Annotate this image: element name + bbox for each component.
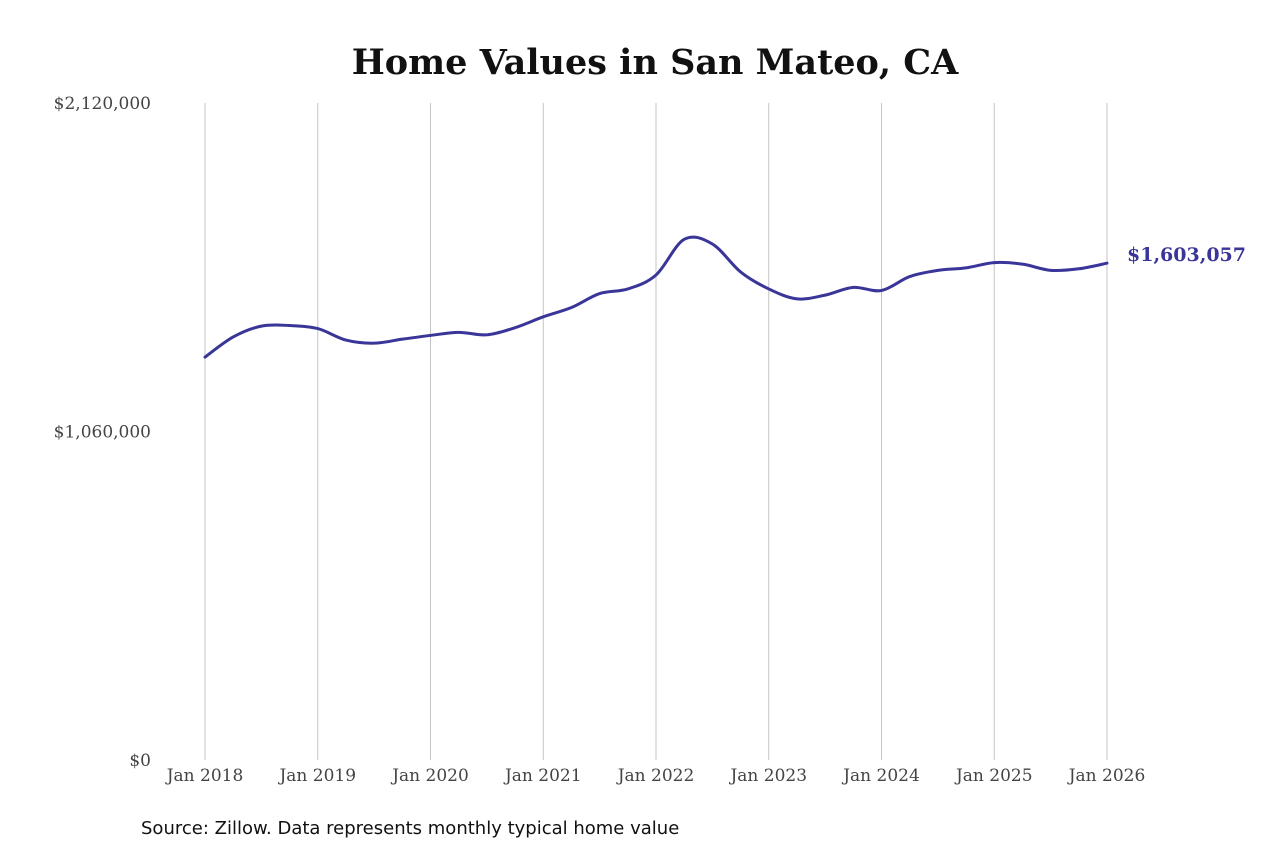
grid-layer xyxy=(204,103,1108,760)
x-axis-ticks: Jan 2018 Jan 2019 Jan 2020 Jan 2021 Jan 2022… xyxy=(165,766,1146,786)
y-tick-label-2: $2,120,000 xyxy=(54,94,151,114)
series-layer xyxy=(203,235,1109,359)
chart-title: Home Values in San Mateo, CA xyxy=(352,42,959,83)
x-tick-label-6: Jan 2024 xyxy=(841,766,920,786)
x-tick-label-4: Jan 2022 xyxy=(616,766,695,786)
x-tick-label-2: Jan 2020 xyxy=(390,766,469,786)
series-line-0 xyxy=(203,235,1109,359)
x-tick-label-7: Jan 2025 xyxy=(954,766,1033,786)
x-tick-label-1: Jan 2019 xyxy=(277,766,356,786)
x-tick-label-0: Jan 2018 xyxy=(165,766,244,786)
y-tick-label-0: $0 xyxy=(129,751,151,771)
source-note: Source: Zillow. Data represents monthly … xyxy=(141,818,679,839)
x-tick-label-5: Jan 2023 xyxy=(728,766,807,786)
y-axis-ticks: $0 $1,060,000 $2,120,000 xyxy=(54,94,151,771)
y-tick-label-1: $1,060,000 xyxy=(54,423,151,443)
x-tick-label-8: Jan 2026 xyxy=(1067,766,1146,786)
end-value-label: $1,603,057 xyxy=(1127,244,1246,266)
x-tick-label-3: Jan 2021 xyxy=(503,766,582,786)
